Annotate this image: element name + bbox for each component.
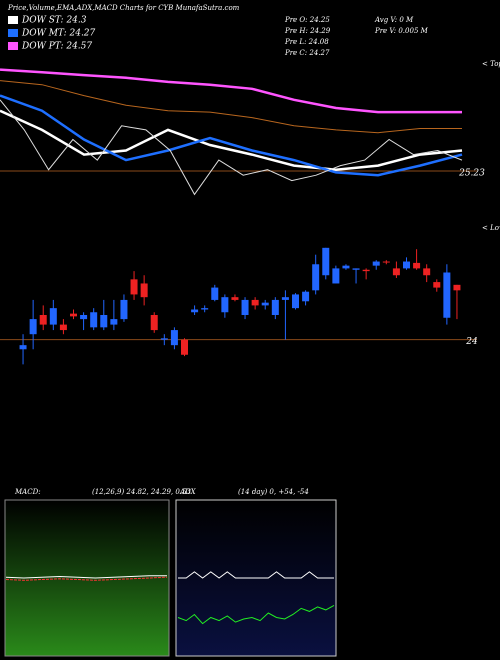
candle-body (231, 297, 239, 300)
panel-title: MACD: (14, 488, 41, 496)
candle-body (39, 315, 47, 325)
candle-body (80, 315, 88, 320)
candle-body (251, 299, 259, 306)
candle-body (201, 308, 209, 310)
y-tick-label: 25.23 (458, 169, 485, 179)
candle-body (332, 268, 340, 284)
candle-body (362, 269, 370, 272)
candle-body (170, 330, 178, 346)
candle-body (312, 264, 320, 291)
legend-swatch (8, 42, 18, 50)
legend-swatch (8, 16, 18, 24)
series-line (0, 80, 462, 134)
legend-label: DOW MT: 24.27 (21, 29, 96, 39)
candle-body (191, 309, 199, 313)
candle-body (281, 297, 289, 300)
legend-label: DOW PT: 24.57 (21, 42, 92, 52)
candle-body (100, 315, 108, 328)
series-line (0, 99, 463, 196)
candle-body (241, 299, 249, 315)
candle-body (221, 297, 229, 313)
candle-body (433, 282, 441, 288)
candle-body (19, 345, 27, 350)
candle-body (29, 319, 37, 335)
legend-label: DOW ST: 24.3 (21, 16, 87, 26)
candle-body (130, 279, 138, 295)
candle-body (453, 284, 461, 291)
candle-body (59, 324, 67, 331)
candle-body (211, 287, 219, 300)
candle-body (382, 261, 390, 263)
candle-body (140, 283, 148, 298)
candle-body (443, 272, 451, 318)
candle-body (90, 312, 98, 328)
series-line (5, 575, 167, 579)
candle-body (160, 338, 168, 340)
series-line (178, 571, 334, 579)
legend-swatch (8, 29, 18, 37)
series-line (0, 68, 462, 114)
info-label: Pre O: 24.25 (284, 16, 330, 24)
candle-body (261, 302, 269, 306)
candle-body (342, 265, 350, 269)
info-label: Pre C: 24.27 (284, 49, 330, 57)
series-line (0, 109, 463, 171)
candle-body (150, 315, 158, 331)
panel-title: ADX (179, 488, 197, 496)
candle-body (120, 299, 128, 320)
candle-body (413, 262, 421, 269)
panel-subtitle: (12,26,9) 24.82, 24.29, 0.53 (92, 488, 192, 496)
candle-body (70, 313, 77, 317)
candle-body (372, 261, 380, 266)
candle-body (322, 247, 330, 276)
info-label: Pre V: 0.005 M (374, 27, 429, 35)
candle-body (392, 268, 400, 276)
candle-body (302, 291, 310, 302)
candle-body (49, 308, 57, 325)
info-label: Pre L: 24.08 (284, 38, 329, 46)
series-line (177, 604, 335, 625)
annotation: < Lows (482, 224, 500, 232)
candle-body (292, 294, 299, 309)
chart-title: Price,Volume,EMA,ADX,MACD Charts for CYB… (7, 4, 240, 12)
candle-body (352, 268, 360, 270)
candle-body (403, 261, 410, 269)
series-line (0, 94, 463, 177)
candle-body (110, 319, 118, 325)
panel-subtitle: (14 day) 0, +54, -54 (238, 488, 309, 496)
info-label: Avg V: 0 M (374, 16, 414, 24)
candle-body (423, 268, 431, 276)
candle-body (271, 299, 279, 315)
annotation: < Tops (482, 60, 500, 68)
candle-body (181, 339, 188, 355)
series-line (5, 576, 168, 581)
y-tick-label: 24 (465, 337, 478, 347)
info-label: Pre H: 24.29 (284, 27, 331, 35)
